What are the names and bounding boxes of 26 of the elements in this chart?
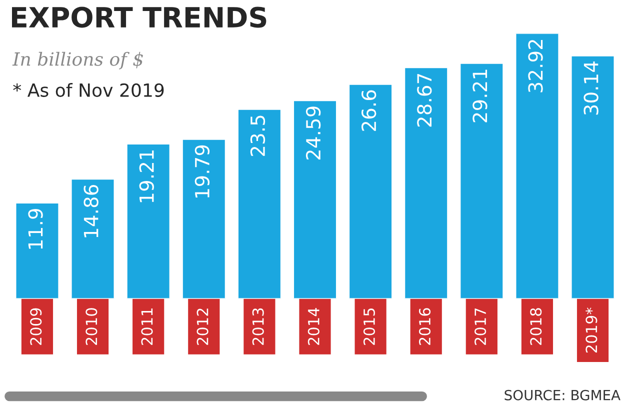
x-tick-label: 2018 xyxy=(530,308,542,345)
data-label: 30.14 xyxy=(584,62,598,115)
chart-title: EXPORT TRENDS xyxy=(12,6,266,28)
x-tick-label: 2019* xyxy=(586,308,598,353)
annotation: * As of Nov 2019 xyxy=(13,83,164,97)
x-tick-label: 2013 xyxy=(252,308,264,345)
source-note: SOURCE: BGMEA xyxy=(504,390,620,400)
text: In billions of $ xyxy=(12,52,143,70)
x-tick-label: 2009 xyxy=(30,308,42,345)
data-label: 28.67 xyxy=(417,74,432,127)
data-label: 14.86 xyxy=(84,184,98,238)
data-label: 29.21 xyxy=(472,70,488,122)
data-label: 11.9 xyxy=(28,209,43,249)
data-label: 23.5 xyxy=(250,116,266,156)
x-tick-label: 2011 xyxy=(141,308,153,345)
x-tick-label: 2010 xyxy=(86,308,98,345)
x-tick-label: 2017 xyxy=(474,308,486,345)
data-label: 26.6 xyxy=(361,90,376,131)
x-tick-label: 2012 xyxy=(196,308,208,345)
x-tick-label: 2016 xyxy=(418,308,431,345)
data-label: 32.92 xyxy=(528,40,543,92)
x-tick-label: 2015 xyxy=(363,308,375,345)
data-label: 19.21 xyxy=(139,150,154,202)
x-tick-label: 2014 xyxy=(308,308,320,345)
data-label: 19.79 xyxy=(194,145,210,198)
data-label: 24.59 xyxy=(306,106,321,160)
